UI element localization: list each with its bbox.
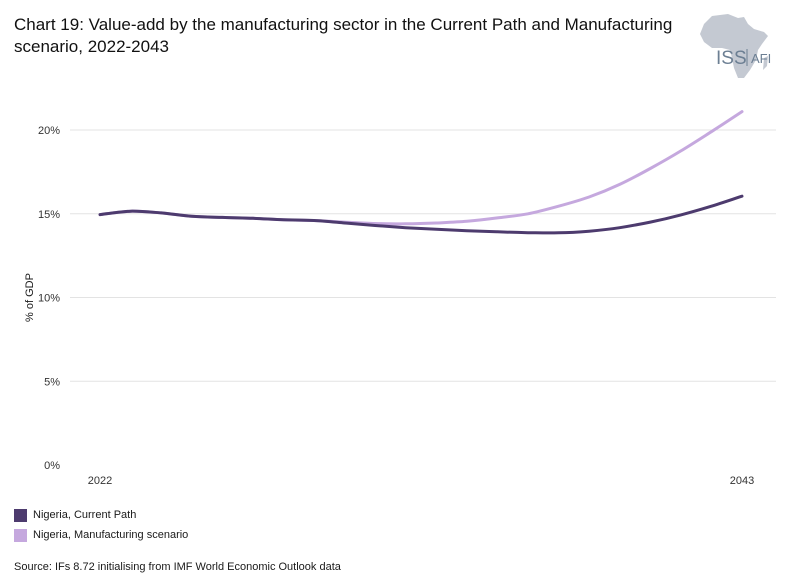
legend-item-manufacturing: Nigeria, Manufacturing scenario: [14, 525, 188, 545]
source-note: Source: IFs 8.72 initialising from IMF W…: [14, 561, 341, 573]
x-tick-label: 2043: [730, 475, 754, 487]
line-chart: 0% 5% 10% 15% 20% % of GDP 2022 2043: [24, 110, 776, 487]
y-tick-label: 0%: [44, 460, 60, 472]
y-tick-label: 15%: [38, 209, 60, 221]
series-line-current-path: [98, 194, 744, 235]
iss-afi-logo: ISS AFI: [694, 12, 776, 82]
series-line-manufacturing: [98, 110, 744, 226]
y-tick-label: 5%: [44, 376, 60, 388]
logo-iss-text: ISS: [716, 48, 747, 69]
y-axis-label: % of GDP: [24, 273, 36, 322]
legend-label-current-path: Nigeria, Current Path: [33, 509, 137, 521]
legend: Nigeria, Current Path Nigeria, Manufactu…: [14, 505, 188, 545]
legend-swatch-manufacturing: [14, 528, 27, 542]
y-tick-label: 10%: [38, 293, 60, 305]
chart-title: Chart 19: Value-add by the manufacturing…: [14, 15, 673, 56]
legend-label-manufacturing: Nigeria, Manufacturing scenario: [33, 529, 189, 541]
legend-item-current-path: Nigeria, Current Path: [14, 505, 188, 525]
madagascar-shape: [763, 56, 768, 70]
x-tick-label: 2022: [88, 475, 112, 487]
y-tick-label: 20%: [38, 125, 60, 137]
africa-map-icon: [700, 14, 768, 78]
logo-afi-text: AFI: [751, 51, 771, 66]
legend-swatch-current-path: [14, 508, 27, 522]
